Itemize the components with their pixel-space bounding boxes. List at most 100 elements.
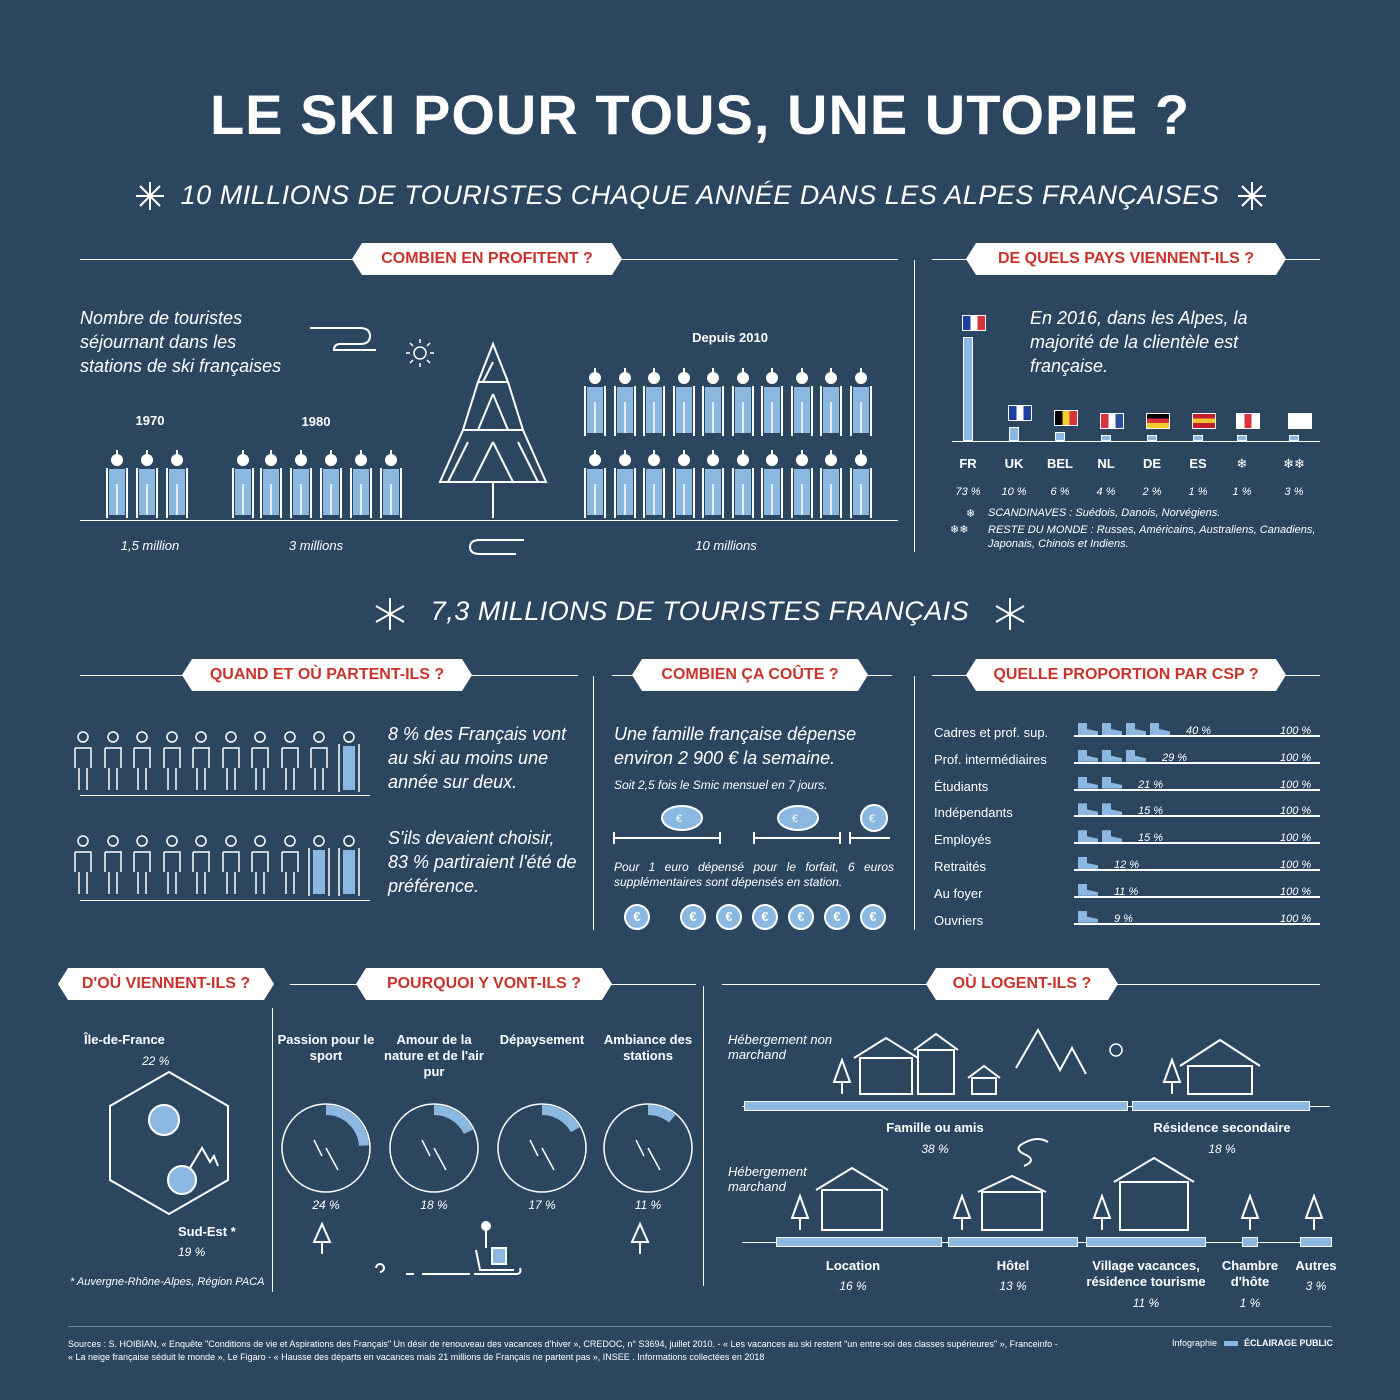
csp-total: 100 % [1280,778,1312,791]
lodging-pct: 1 % [1239,1296,1261,1310]
csp-total: 100 % [1280,859,1312,871]
csp-pct: 15 % [1138,832,1164,845]
reason-pct: 24 % [312,1198,340,1212]
csp-name: Ouvriers [934,912,984,928]
skier-icon [380,450,402,518]
bar-chambre [1242,1237,1258,1247]
lodging-pct: 18 % [1208,1142,1236,1156]
skier-icon [337,835,360,896]
country-label: FR [959,456,977,471]
region-idf-pct: 22 % [142,1054,170,1068]
banner-dou: D'OÙ VIENNENT-ILS ? [58,968,274,1000]
person-icon [74,731,92,790]
person-icon [310,731,328,790]
csp-track [1074,781,1320,791]
country-label: NL [1097,456,1115,471]
cout-text2: Soit 2,5 fois le Smic mensuel en 7 jours… [614,778,828,792]
row-baseline [80,795,370,796]
bar-famille [744,1101,1128,1111]
person-icon [251,731,269,790]
row-baseline [80,900,370,901]
banner-csp: QUELLE PROPORTION PAR CSP ? [966,659,1286,691]
sun-icon [406,339,434,367]
baseline [80,520,898,521]
period-label: Depuis 2010 [692,330,768,345]
csp-total: 100 % [1280,885,1312,898]
note-marker: ❄ [966,508,976,520]
person-icon [162,835,181,894]
person-icon [251,835,269,894]
cout-text1: Une famille française dépense environ 2 … [614,724,857,768]
pays-intro: En 2016, dans les Alpes, la majorité de … [1030,308,1248,376]
bar-location [776,1237,942,1247]
skier-icon [136,450,158,518]
country-bar [963,337,973,441]
reason-gauge [497,1103,587,1193]
section-divider [593,676,594,930]
country-pct: 1 % [1232,486,1252,498]
skier-icon [643,450,665,518]
svg-text:€: € [869,813,875,825]
country-bar [1101,435,1111,441]
lodging-label: Famille ou amis [886,1120,984,1135]
person-icon [74,835,92,894]
lodging-label: Village vacances, résidence tourisme [1086,1258,1206,1289]
skier-icon [584,368,606,436]
bar-hotel [948,1237,1078,1247]
flag-icon [1288,413,1312,429]
subtitle-francais: 7,3 MILLIONS DE TOURISTES FRANÇAIS [430,596,970,626]
lodging-pct: 3 % [1305,1279,1327,1293]
csp-track [1074,888,1320,898]
reason-label: Amour de la nature et de l'air pur [384,1032,484,1079]
lodging-label: Chambre d'hôte [1221,1258,1279,1289]
csp-name: Retraités [934,859,987,874]
csp-total: 100 % [1280,832,1312,845]
sources-line: Sources : S. HOIBIAN, « Enquête "Conditi… [68,1339,1058,1349]
lodging-pct: 13 % [999,1279,1027,1293]
skier-icon [290,450,312,518]
period-value: 10 millions [695,538,757,553]
marchand-label: Hébergement marchand [728,1164,807,1194]
euro-coin-icon: € [716,904,742,930]
region-se-pct: 19 % [178,1245,206,1259]
period-label: 1970 [135,413,165,428]
person-icon [162,731,181,790]
person-icon [221,731,240,790]
skier-icon [308,835,330,896]
skier-icon [260,450,282,518]
person-icon [103,835,122,894]
reason-pct: 17 % [528,1198,556,1212]
skier-icon [350,450,372,518]
country-bar [1193,435,1203,441]
csp-name: Cadres et prof. sup. [934,725,1049,740]
pays-baseline [952,441,1320,442]
lodging-pct: 16 % [839,1279,867,1293]
section-divider [914,676,915,930]
country-pct: 73 % [955,486,981,498]
svg-text:€: € [676,813,682,825]
credit-logo-icon [1224,1341,1238,1346]
skier-icon [613,368,636,436]
section-divider [703,986,704,1286]
skier-icon [702,368,724,436]
flag-icon [1054,410,1078,427]
csp-total: 100 % [1280,751,1312,764]
euro-coin-icon: € [680,904,706,930]
non-marchand-label: Hébergement non marchand [728,1032,833,1062]
bar-residence [1132,1101,1310,1111]
banner-pays: DE QUELS PAYS VIENNENT-ILS ? [966,243,1286,275]
region-se: Sud-Est * [178,1224,236,1239]
csp-pct: 11 % [1114,885,1139,898]
skier-icon [820,368,842,436]
person-icon [192,731,210,790]
banner-pourquoi: POURQUOI Y VONT-ILS ? [356,968,612,1000]
country-pct: 2 % [1142,486,1162,498]
france-hexagon-map [109,1070,229,1216]
section-divider [272,1008,273,1292]
skier-icon [849,450,872,518]
credit-name: ÉCLAIRAGE PUBLIC [1244,1338,1334,1348]
country-bar [1237,435,1247,441]
snowflake-icon [1238,182,1266,210]
flag-icon [1146,413,1170,429]
skier-icon [761,368,783,436]
